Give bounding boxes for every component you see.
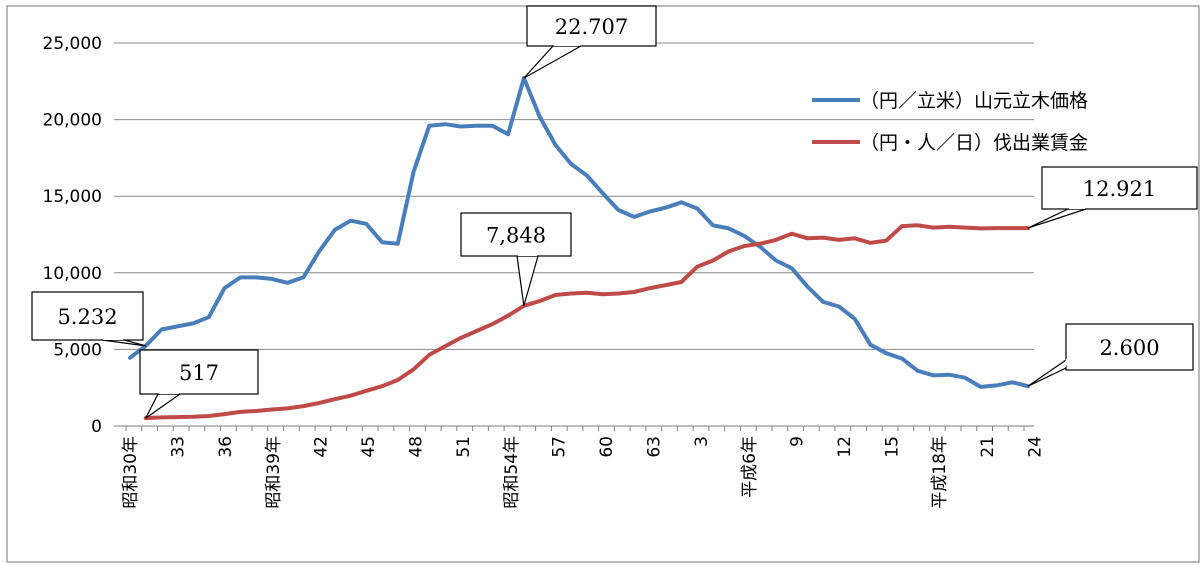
callout: 2.600: [1027, 323, 1194, 387]
chart-frame: [6, 5, 1200, 563]
legend-label: （円・人／日）伐出業賃金: [860, 132, 1088, 154]
x-tick-label: 33: [169, 436, 189, 458]
y-axis-ticks: 0 5,000 10,000 15,000 20,000 25,000: [43, 34, 102, 437]
callout-label: 7,848: [486, 224, 546, 248]
x-tick-label: 21: [978, 436, 998, 458]
series-line-logging-wage: [143, 223, 1030, 421]
callout-box: [1065, 323, 1194, 371]
x-tick-label: 昭和30年: [121, 436, 141, 509]
x-tick-label: 48: [407, 436, 427, 458]
x-tick-label: 15: [883, 436, 903, 458]
x-tick-label: 63: [645, 436, 665, 458]
callout: 12.921: [1027, 166, 1198, 229]
legend: （円／立米）山元立木価格 （円・人／日）伐出業賃金: [812, 90, 1088, 154]
callout-box: [526, 5, 657, 47]
callout: 22.707: [523, 5, 657, 79]
callout-label: 517: [179, 361, 219, 385]
callout: 7,848: [460, 212, 572, 306]
x-tick-label: 45: [359, 436, 379, 458]
x-tick-label: 平成6年: [740, 436, 760, 498]
x-tick-label: 12: [835, 436, 855, 458]
x-tick-label: 60: [597, 436, 617, 458]
x-tick-label: 57: [549, 436, 569, 458]
callout-label: 12.921: [1083, 177, 1156, 201]
x-tick-label: 9: [787, 436, 807, 447]
series-line-timber-price: [128, 76, 1030, 389]
x-tick-label: 3: [692, 436, 712, 447]
callout: 517: [139, 349, 259, 419]
y-tick-label: 10,000: [43, 264, 102, 284]
callout-label: 22.707: [555, 15, 628, 39]
y-tick-label: 20,000: [43, 111, 102, 131]
x-tick-label: 42: [311, 436, 331, 458]
x-tick-label: 昭和39年: [264, 436, 284, 509]
x-tick-label: 昭和54年: [502, 436, 522, 509]
callout: 5.232: [31, 291, 146, 347]
callout-label: 5.232: [57, 305, 117, 329]
legend-label: （円／立米）山元立木価格: [860, 90, 1088, 112]
x-tick-label: 平成18年: [930, 436, 950, 509]
x-tick-label: 36: [216, 436, 236, 458]
callout-box: [139, 349, 259, 395]
x-tick-label: 51: [454, 436, 474, 458]
y-tick-label: 5,000: [53, 340, 102, 360]
callout-box: [460, 212, 572, 257]
x-axis-ticks: 昭和30年 33 36 昭和39年 42 45 48 51 昭和54年 57 60 63 3 平成6年 9 1…: [121, 426, 1045, 509]
callouts: 22.707 5.232 2.600 517 7,848 12.921: [31, 5, 1198, 419]
series-lines: [128, 76, 1030, 421]
y-tick-label: 25,000: [43, 34, 102, 54]
callout-box: [1041, 166, 1198, 210]
y-tick-label: 0: [91, 417, 102, 437]
x-tick-label: 24: [1025, 436, 1045, 458]
y-tick-label: 15,000: [43, 187, 102, 207]
callout-label: 2.600: [1099, 336, 1159, 360]
callout-box: [31, 291, 144, 341]
